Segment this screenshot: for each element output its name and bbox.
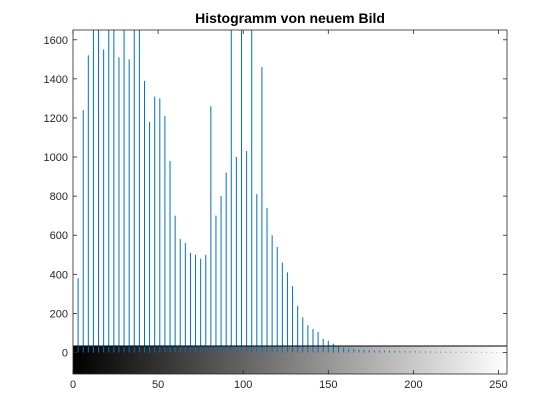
y-tick-label: 1600	[44, 35, 68, 47]
x-tick-label: 200	[404, 379, 422, 391]
plot-area	[73, 30, 507, 374]
x-tick-label: 150	[319, 379, 337, 391]
y-tick-label: 400	[50, 269, 68, 281]
y-tick-label: 600	[50, 230, 68, 242]
x-tick-label: 0	[70, 379, 76, 391]
axes-box	[72, 29, 508, 375]
grayscale-colorbar	[73, 346, 507, 374]
y-tick-label: 1000	[44, 152, 68, 164]
x-tick-label: 50	[152, 379, 164, 391]
y-tick-label: 0	[62, 348, 68, 360]
x-tick-label: 100	[234, 379, 252, 391]
x-tick-label: 250	[489, 379, 507, 391]
chart-title: Histogramm von neuem Bild	[195, 10, 385, 26]
y-tick-label: 800	[50, 191, 68, 203]
y-axis: 0 200 400 600 800 1000 1200 1400 1600	[44, 35, 507, 360]
y-tick-label: 1200	[44, 113, 68, 125]
histogram-bars	[73, 30, 507, 353]
y-tick-label: 1400	[44, 74, 68, 86]
y-tick-label: 200	[50, 308, 68, 320]
x-axis: 0 50 100 150 200 250	[70, 30, 508, 391]
